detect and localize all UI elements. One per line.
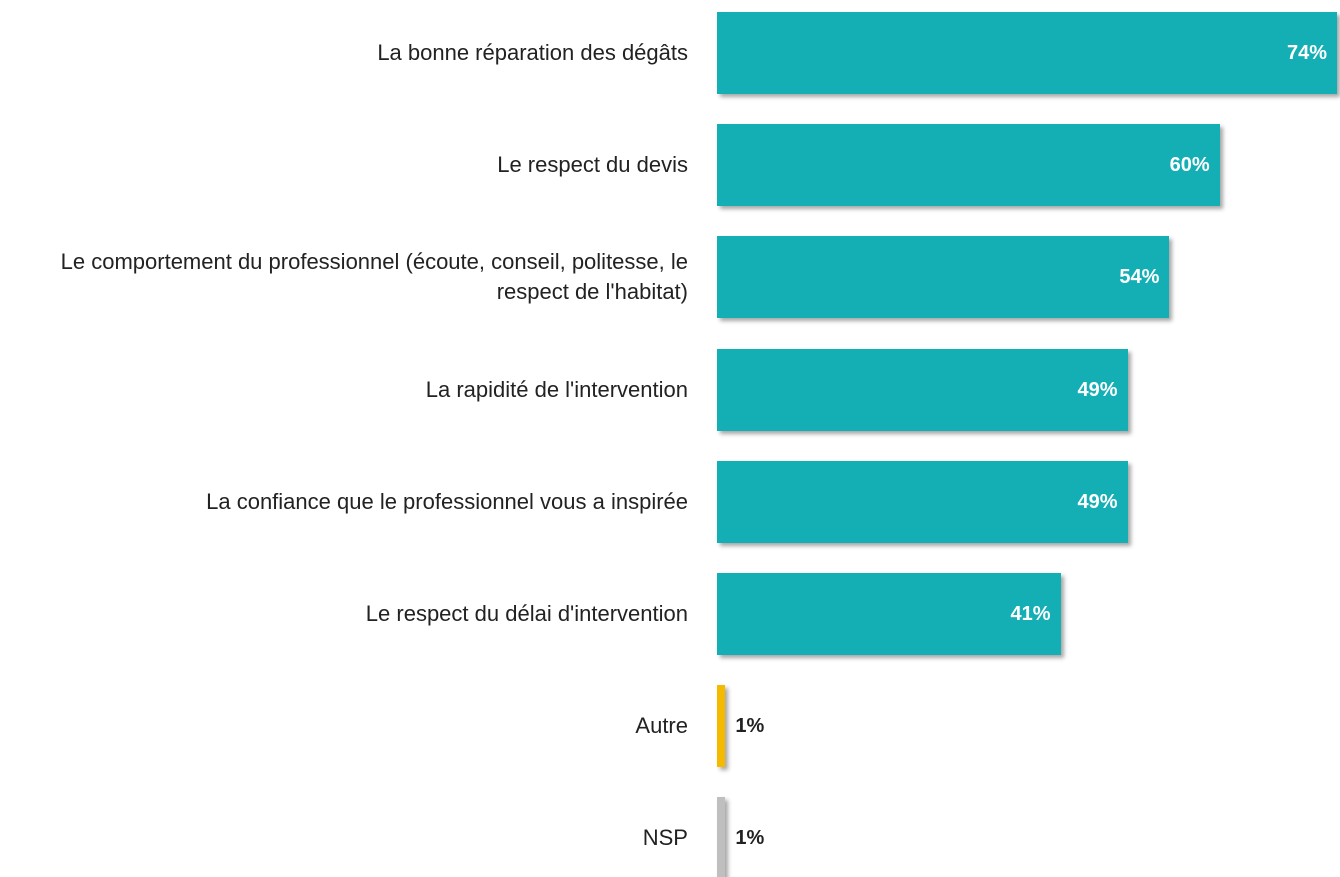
bar: [717, 797, 726, 877]
category-label: Autre: [0, 685, 688, 767]
value-label: 49%: [1077, 490, 1118, 513]
category-text: Le respect du délai d'intervention: [365, 601, 688, 626]
bar: [717, 460, 1128, 543]
value-label: 54%: [1119, 266, 1160, 289]
value-label: 1%: [735, 827, 765, 850]
value-label: 41%: [1010, 603, 1051, 625]
value-label: 60%: [1169, 154, 1210, 177]
bar: [717, 348, 1128, 431]
category-text: La rapidité de l'intervention: [425, 376, 688, 402]
category-text: La confiance que le professionnel vous a…: [206, 488, 688, 514]
bar: [717, 573, 1061, 655]
category-text: Le comportement du professionnel (écoute…: [60, 249, 688, 305]
category-text: La bonne réparation des dégâts: [377, 40, 688, 65]
category-label: Le comportement du professionnel (écoute…: [0, 236, 688, 318]
category-text: Autre: [635, 713, 688, 739]
category-label: La bonne réparation des dégâts: [0, 12, 688, 94]
value-label: 1%: [735, 715, 765, 738]
bar: [717, 236, 1170, 319]
category-label: La confiance que le professionnel vous a…: [0, 461, 688, 543]
category-label: La rapidité de l'intervention: [0, 349, 688, 431]
value-label: 74%: [1286, 42, 1327, 64]
category-text: Le respect du devis: [497, 152, 688, 178]
category-label: Le respect du devis: [0, 124, 688, 206]
value-label: 49%: [1077, 378, 1118, 401]
category-label: Le respect du délai d'intervention: [0, 573, 688, 655]
category-label: NSP: [0, 797, 688, 877]
category-text: NSP: [642, 825, 688, 851]
bar: [717, 12, 1337, 94]
bar: [717, 124, 1220, 207]
bar: [717, 685, 726, 768]
